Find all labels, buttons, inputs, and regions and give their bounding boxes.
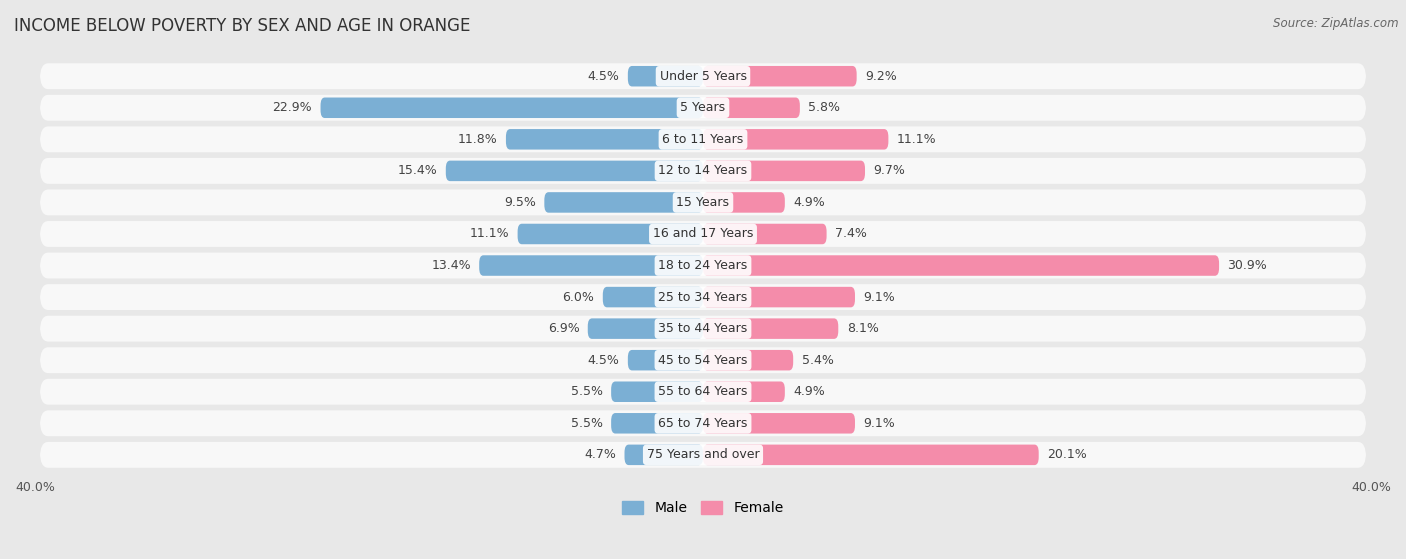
Text: 5 Years: 5 Years <box>681 101 725 114</box>
Text: 18 to 24 Years: 18 to 24 Years <box>658 259 748 272</box>
FancyBboxPatch shape <box>39 158 1367 184</box>
Text: 65 to 74 Years: 65 to 74 Years <box>658 417 748 430</box>
Text: 30.9%: 30.9% <box>1227 259 1267 272</box>
FancyBboxPatch shape <box>39 190 1367 215</box>
FancyBboxPatch shape <box>703 319 838 339</box>
FancyBboxPatch shape <box>39 442 1367 468</box>
Text: 4.5%: 4.5% <box>588 354 620 367</box>
FancyBboxPatch shape <box>39 95 1367 121</box>
Text: 7.4%: 7.4% <box>835 228 868 240</box>
Text: 4.9%: 4.9% <box>793 196 825 209</box>
Text: 5.4%: 5.4% <box>801 354 834 367</box>
FancyBboxPatch shape <box>39 253 1367 278</box>
Text: 25 to 34 Years: 25 to 34 Years <box>658 291 748 304</box>
FancyBboxPatch shape <box>703 350 793 371</box>
FancyBboxPatch shape <box>39 126 1367 152</box>
Text: 4.9%: 4.9% <box>793 385 825 398</box>
Text: 11.1%: 11.1% <box>897 133 936 146</box>
Text: 15 Years: 15 Years <box>676 196 730 209</box>
Text: 6 to 11 Years: 6 to 11 Years <box>662 133 744 146</box>
Text: 9.7%: 9.7% <box>873 164 905 177</box>
FancyBboxPatch shape <box>39 316 1367 342</box>
FancyBboxPatch shape <box>703 381 785 402</box>
FancyBboxPatch shape <box>479 255 703 276</box>
Text: 5.5%: 5.5% <box>571 385 603 398</box>
FancyBboxPatch shape <box>39 347 1367 373</box>
Text: 45 to 54 Years: 45 to 54 Years <box>658 354 748 367</box>
FancyBboxPatch shape <box>39 284 1367 310</box>
Text: 6.0%: 6.0% <box>562 291 595 304</box>
FancyBboxPatch shape <box>703 255 1219 276</box>
FancyBboxPatch shape <box>612 413 703 434</box>
Text: 5.5%: 5.5% <box>571 417 603 430</box>
FancyBboxPatch shape <box>321 97 703 118</box>
FancyBboxPatch shape <box>446 160 703 181</box>
Text: 9.5%: 9.5% <box>505 196 536 209</box>
Text: 16 and 17 Years: 16 and 17 Years <box>652 228 754 240</box>
Text: 11.8%: 11.8% <box>458 133 498 146</box>
FancyBboxPatch shape <box>517 224 703 244</box>
FancyBboxPatch shape <box>703 160 865 181</box>
Text: 8.1%: 8.1% <box>846 322 879 335</box>
FancyBboxPatch shape <box>703 444 1039 465</box>
Text: 6.9%: 6.9% <box>548 322 579 335</box>
Text: 4.7%: 4.7% <box>585 448 616 461</box>
FancyBboxPatch shape <box>703 287 855 307</box>
FancyBboxPatch shape <box>603 287 703 307</box>
FancyBboxPatch shape <box>628 350 703 371</box>
Text: 9.1%: 9.1% <box>863 417 896 430</box>
FancyBboxPatch shape <box>39 410 1367 436</box>
FancyBboxPatch shape <box>39 63 1367 89</box>
Legend: Male, Female: Male, Female <box>617 496 789 521</box>
FancyBboxPatch shape <box>624 444 703 465</box>
Text: 9.1%: 9.1% <box>863 291 896 304</box>
Text: Under 5 Years: Under 5 Years <box>659 70 747 83</box>
FancyBboxPatch shape <box>703 66 856 87</box>
Text: Source: ZipAtlas.com: Source: ZipAtlas.com <box>1274 17 1399 30</box>
Text: INCOME BELOW POVERTY BY SEX AND AGE IN ORANGE: INCOME BELOW POVERTY BY SEX AND AGE IN O… <box>14 17 471 35</box>
FancyBboxPatch shape <box>628 66 703 87</box>
FancyBboxPatch shape <box>39 379 1367 405</box>
Text: 13.4%: 13.4% <box>432 259 471 272</box>
FancyBboxPatch shape <box>703 413 855 434</box>
Text: 55 to 64 Years: 55 to 64 Years <box>658 385 748 398</box>
FancyBboxPatch shape <box>612 381 703 402</box>
Text: 11.1%: 11.1% <box>470 228 509 240</box>
Text: 15.4%: 15.4% <box>398 164 437 177</box>
FancyBboxPatch shape <box>39 221 1367 247</box>
FancyBboxPatch shape <box>703 192 785 212</box>
FancyBboxPatch shape <box>544 192 703 212</box>
Text: 20.1%: 20.1% <box>1047 448 1087 461</box>
Text: 75 Years and over: 75 Years and over <box>647 448 759 461</box>
FancyBboxPatch shape <box>703 129 889 150</box>
FancyBboxPatch shape <box>703 224 827 244</box>
Text: 4.5%: 4.5% <box>588 70 620 83</box>
Text: 9.2%: 9.2% <box>865 70 897 83</box>
FancyBboxPatch shape <box>703 97 800 118</box>
Text: 5.8%: 5.8% <box>808 101 841 114</box>
Text: 12 to 14 Years: 12 to 14 Years <box>658 164 748 177</box>
FancyBboxPatch shape <box>588 319 703 339</box>
Text: 35 to 44 Years: 35 to 44 Years <box>658 322 748 335</box>
Text: 22.9%: 22.9% <box>273 101 312 114</box>
FancyBboxPatch shape <box>506 129 703 150</box>
